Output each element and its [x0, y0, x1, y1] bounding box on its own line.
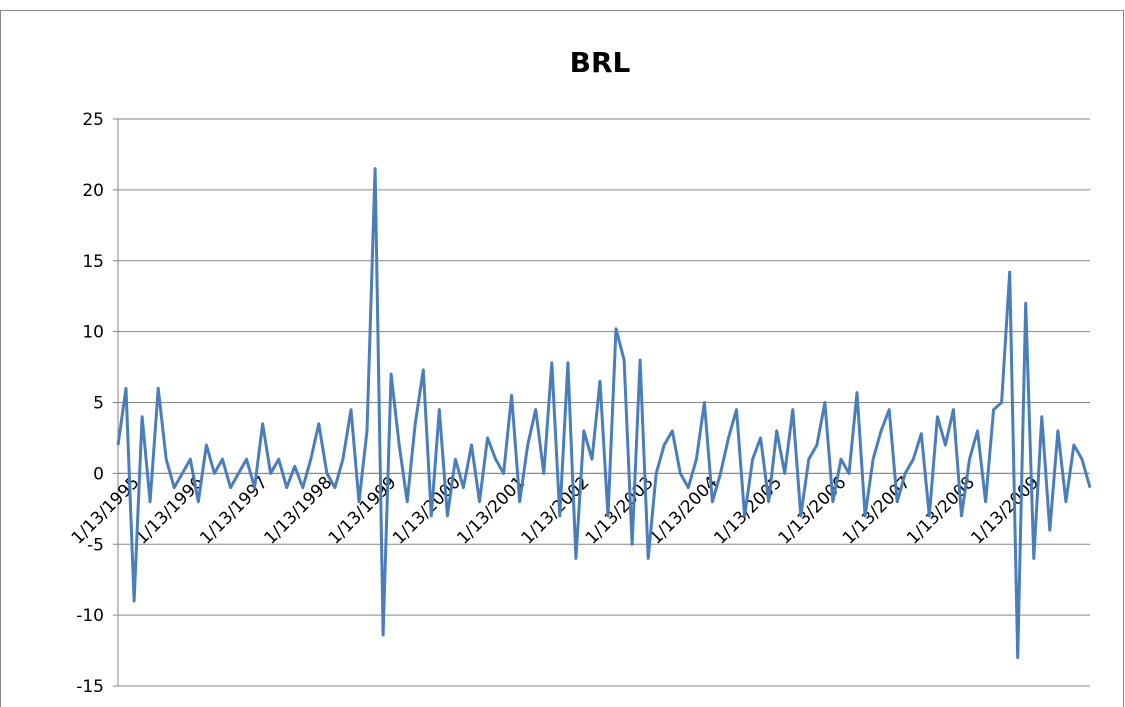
y-tick-label: -10: [76, 606, 104, 626]
chart-title: BRL: [570, 46, 631, 79]
y-tick-label: 20: [82, 181, 104, 201]
y-tick-label: 0: [93, 464, 104, 484]
chart-border: [0, 10, 1124, 707]
data-line: [116, 167, 1092, 660]
y-tick-label: 15: [82, 252, 104, 272]
y-tick-label: -15: [76, 677, 104, 697]
y-tick-label: 25: [82, 110, 104, 130]
y-tick-label: -5: [87, 535, 104, 555]
y-tick-label: 10: [82, 323, 104, 343]
y-tick-label: 5: [93, 394, 104, 414]
